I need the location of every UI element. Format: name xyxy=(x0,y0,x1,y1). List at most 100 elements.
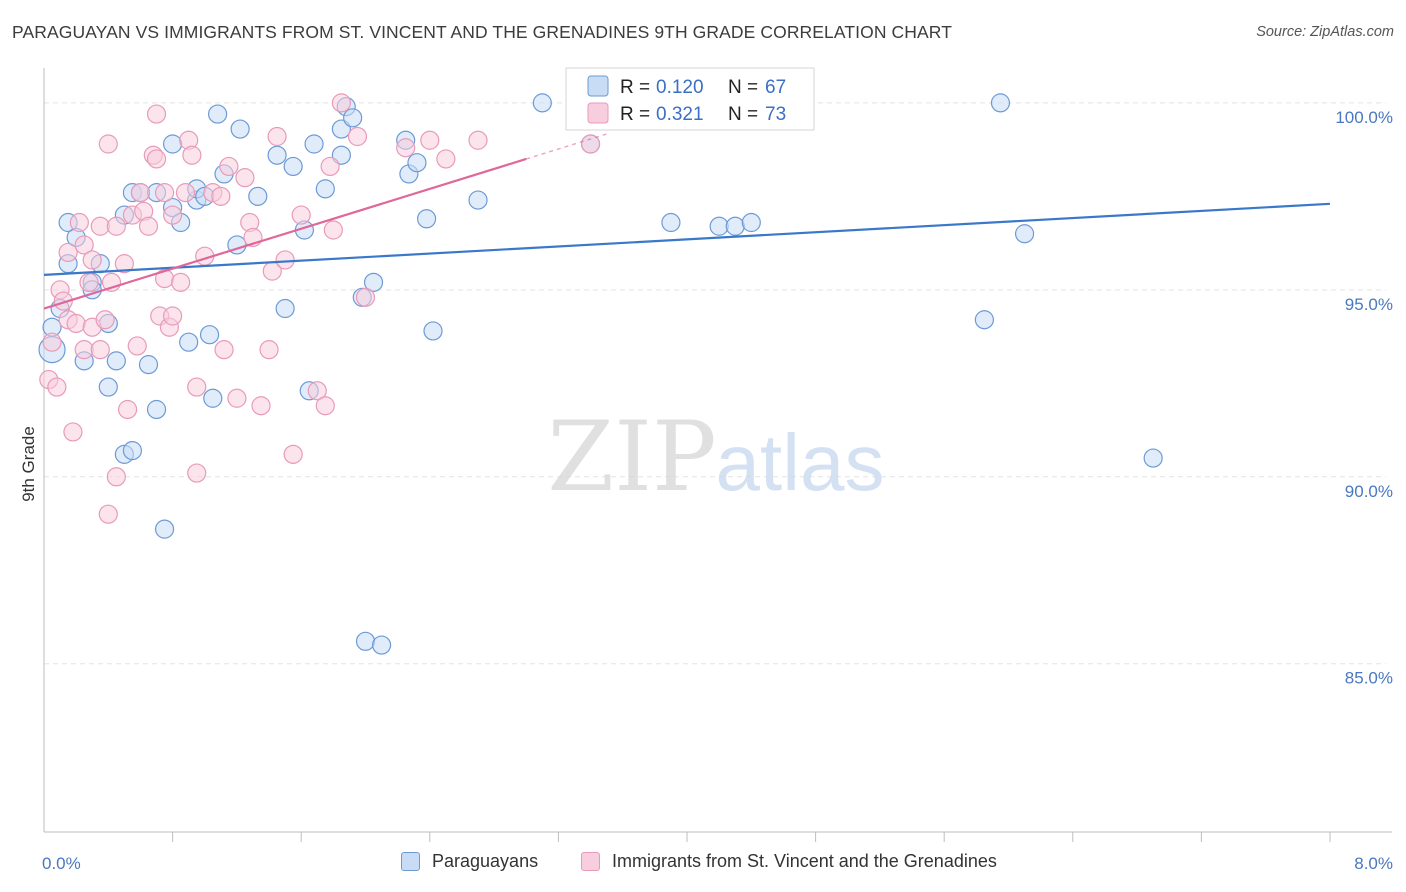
trend-line-immigrants xyxy=(43,157,527,310)
paraguayans-point xyxy=(106,351,126,371)
immigrants-point xyxy=(283,444,303,464)
paraguayans-point xyxy=(154,519,175,539)
paraguayans-point xyxy=(468,190,488,210)
bottom-legend: Paraguayans Immigrants from St. Vincent … xyxy=(0,851,1406,879)
legend-label-immigrants: Immigrants from St. Vincent and the Gren… xyxy=(612,851,997,871)
immigrants-point xyxy=(182,145,202,165)
immigrants-point xyxy=(146,149,167,169)
paraguayans-point xyxy=(203,388,223,408)
immigrants-point xyxy=(42,332,62,352)
immigrants-point xyxy=(47,377,67,397)
immigrants-point xyxy=(227,388,247,408)
paraguayans-point xyxy=(343,108,363,128)
immigrants-point xyxy=(74,340,94,360)
immigrants-point xyxy=(219,156,239,177)
x-tick-label: 0.0% xyxy=(42,854,81,873)
stats-r-value-2: 0.321 xyxy=(656,104,704,125)
x-tick-labels: 0.0% 8.0% xyxy=(42,854,1393,873)
immigrants-point xyxy=(187,377,207,397)
paraguayans-point xyxy=(248,186,268,206)
immigrants-point xyxy=(63,422,83,442)
paraguayans-point xyxy=(725,216,745,236)
paraguayans-point xyxy=(98,377,118,397)
stats-r-label-2: R = xyxy=(620,104,650,125)
paraguayans-point xyxy=(363,272,384,292)
paraguayans-point xyxy=(532,93,552,113)
immigrants-point xyxy=(127,336,147,356)
immigrants-point xyxy=(259,340,279,360)
immigrants-point xyxy=(146,104,167,124)
paraguayans-point xyxy=(661,212,681,233)
immigrants-point xyxy=(106,467,126,487)
immigrants-point xyxy=(396,138,416,158)
y-axis-label: 9th Grade xyxy=(19,426,38,502)
immigrants-point xyxy=(130,183,151,203)
immigrants-point xyxy=(117,399,138,420)
immigrants-point xyxy=(275,250,295,270)
stats-n-label-2: N = xyxy=(728,104,758,125)
paraguayans-point xyxy=(283,156,303,177)
legend-item-immigrants: Immigrants from St. Vincent and the Gren… xyxy=(581,851,997,872)
stats-legend-swatch-blue xyxy=(587,75,609,97)
immigrants-point xyxy=(53,291,73,311)
trend-lines xyxy=(43,133,1331,310)
paraguayans-point xyxy=(315,179,335,199)
legend-swatch-immigrants xyxy=(581,852,600,871)
immigrants-point xyxy=(138,216,159,236)
paraguayans-point xyxy=(304,134,324,154)
paraguayans-point xyxy=(423,321,443,341)
immigrants-point xyxy=(235,168,255,188)
paraguayans-point xyxy=(371,635,392,655)
immigrants-point xyxy=(114,254,134,274)
paraguayans-point xyxy=(230,119,250,139)
paraguayans-point xyxy=(163,134,183,154)
paraguayans-point xyxy=(709,216,729,236)
immigrants-point xyxy=(79,272,99,292)
paraguayans-point xyxy=(990,93,1011,113)
immigrants-point xyxy=(436,149,456,169)
stats-n-value-1: 67 xyxy=(765,77,786,98)
x-tick-label: 8.0% xyxy=(1354,854,1393,873)
legend-label-paraguayans: Paraguayans xyxy=(432,851,539,871)
immigrants-point xyxy=(171,272,191,292)
watermark-atlas: atlas xyxy=(716,418,885,507)
trend-line-paraguayans xyxy=(43,202,1331,276)
paraguayans-point xyxy=(199,325,220,345)
immigrants-point xyxy=(267,126,287,147)
stats-n-label-1: N = xyxy=(728,77,758,98)
immigrants-point xyxy=(331,93,351,113)
paraguayans-point xyxy=(267,145,287,165)
y-tick-label: 90.0% xyxy=(1345,482,1393,501)
y-tick-label: 100.0% xyxy=(1335,108,1393,127)
immigrants-point xyxy=(580,134,601,154)
immigrants-point xyxy=(163,306,183,326)
immigrants-point xyxy=(355,287,376,307)
paraguayans-point xyxy=(355,631,376,651)
immigrants-point xyxy=(82,250,102,270)
paraguayans-point xyxy=(146,399,167,420)
paraguayans-point xyxy=(1014,224,1035,244)
immigrants-point xyxy=(95,310,115,330)
paraguayans-point xyxy=(974,310,994,330)
paraguayans-point xyxy=(208,104,228,124)
paraguayans-point xyxy=(122,441,143,461)
y-tick-label: 85.0% xyxy=(1345,669,1393,688)
immigrants-point xyxy=(175,183,196,203)
immigrants-point xyxy=(468,130,488,150)
stats-r-value-1: 0.120 xyxy=(656,77,704,98)
immigrants-point xyxy=(98,504,118,524)
paraguayans-point xyxy=(741,212,761,233)
immigrants-point xyxy=(291,205,311,225)
immigrants-point xyxy=(154,183,175,203)
immigrants-point xyxy=(187,463,207,483)
stats-legend: R = 0.120 N = 67 R = 0.321 N = 73 xyxy=(565,67,815,131)
immigrants-point xyxy=(90,216,110,236)
legend-item-paraguayans: Paraguayans xyxy=(401,851,538,872)
y-tick-labels: 100.0% 95.0% 90.0% 85.0% xyxy=(1335,108,1393,688)
chart-title: PARAGUAYAN VS IMMIGRANTS FROM ST. VINCEN… xyxy=(12,22,952,42)
paraguayans-point xyxy=(407,153,427,173)
paraguayans-point xyxy=(416,209,437,229)
immigrants-point xyxy=(214,340,234,360)
stats-n-value-2: 73 xyxy=(765,104,786,125)
